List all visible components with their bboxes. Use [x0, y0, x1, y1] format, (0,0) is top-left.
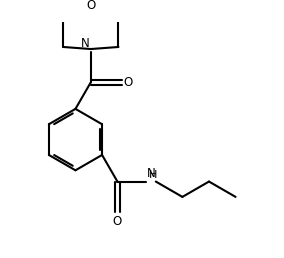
Text: N: N — [81, 37, 89, 50]
Text: O: O — [113, 215, 122, 228]
Text: O: O — [86, 0, 95, 12]
Text: N: N — [147, 167, 156, 180]
Text: H: H — [149, 170, 157, 180]
Text: O: O — [124, 76, 133, 89]
